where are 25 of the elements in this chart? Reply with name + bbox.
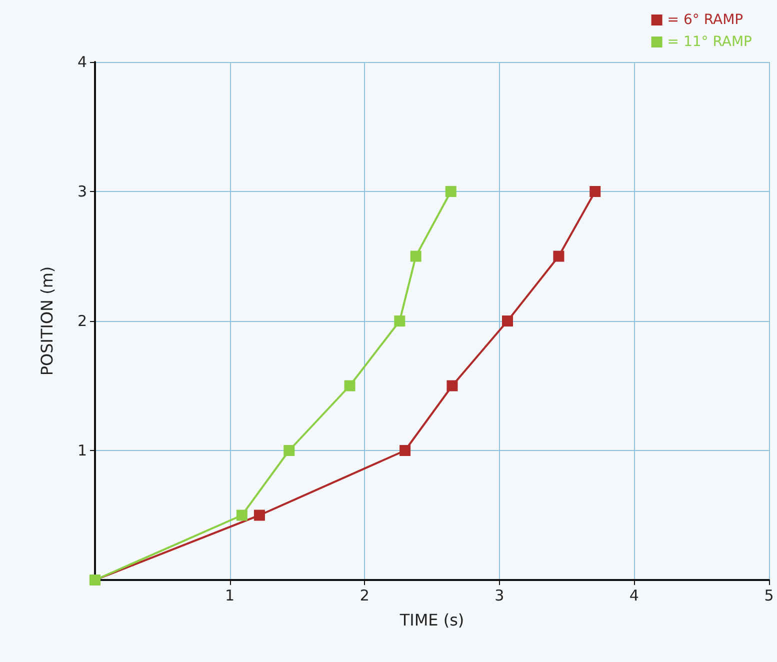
x-tick-label: 1 [225,586,235,604]
y-tick-label: 3 [77,182,87,200]
point [446,380,458,392]
legend-label: = 6° RAMP [667,12,744,28]
x-tick-label: 4 [629,586,639,604]
point [445,186,456,197]
x-axis-title: TIME (s) [398,610,464,630]
point [502,316,513,326]
y-tick-label: 1 [77,442,87,460]
point [344,380,356,392]
point [410,250,422,262]
point [284,445,295,456]
point [400,445,411,456]
point [590,186,601,197]
point [553,250,564,262]
x-tick-label: 3 [494,586,504,604]
y-tick-label: 2 [77,312,87,330]
point [394,316,406,326]
x-tick-label: 5 [764,586,774,604]
y-tick-label: 4 [77,53,87,71]
x-tick-label: 2 [360,586,370,604]
legend-label: = 11° RAMP [667,34,752,50]
point [254,510,265,521]
point [236,510,248,521]
y-axis-title: POSITION (m) [38,266,56,376]
